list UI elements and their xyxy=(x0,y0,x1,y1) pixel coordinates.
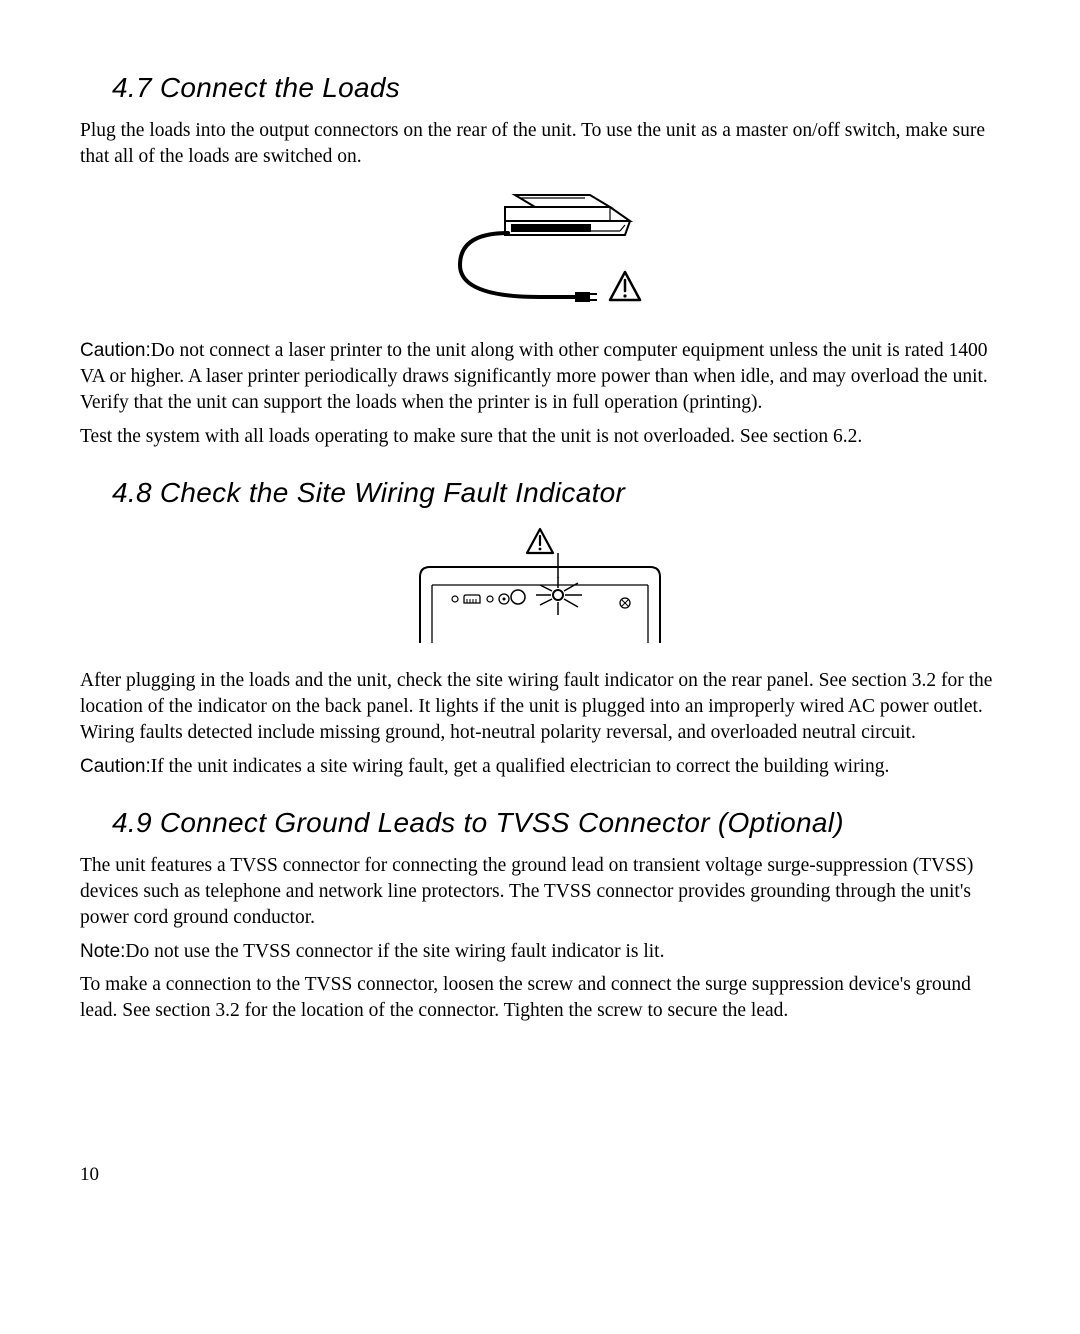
section-47-heading: 4.7 Connect the Loads xyxy=(112,72,1000,104)
section-49-p3: To make a connection to the TVSS connect… xyxy=(80,972,1000,1023)
section-48-heading: 4.8 Check the Site Wiring Fault Indicato… xyxy=(112,477,1000,509)
section-49-p1: The unit features a TVSS connector for c… xyxy=(80,853,1000,930)
wiring-fault-indicator-figure xyxy=(80,525,1000,650)
section-47-caution-text: Do not connect a laser printer to the un… xyxy=(80,340,988,412)
section-49-note: Note:Do not use the TVSS connector if th… xyxy=(80,939,1000,965)
section-49-heading: 4.9 Connect Ground Leads to TVSS Connect… xyxy=(112,807,1000,839)
page-number: 10 xyxy=(80,1164,1000,1186)
caution-label: Caution: xyxy=(80,340,151,361)
section-47-caution: Caution:Do not connect a laser printer t… xyxy=(80,338,1000,415)
section-47-p3: Test the system with all loads operating… xyxy=(80,424,1000,450)
section-47-p1: Plug the loads into the output connector… xyxy=(80,118,1000,169)
section-49-note-text: Do not use the TVSS connector if the sit… xyxy=(125,941,664,962)
section-48-caution: Caution:If the unit indicates a site wir… xyxy=(80,754,1000,780)
caution-label-48: Caution: xyxy=(80,756,151,777)
section-48-caution-text: If the unit indicates a site wiring faul… xyxy=(151,756,890,777)
note-label: Note: xyxy=(80,941,125,962)
section-48-p1: After plugging in the loads and the unit… xyxy=(80,668,1000,745)
printer-connection-figure xyxy=(80,185,1000,320)
